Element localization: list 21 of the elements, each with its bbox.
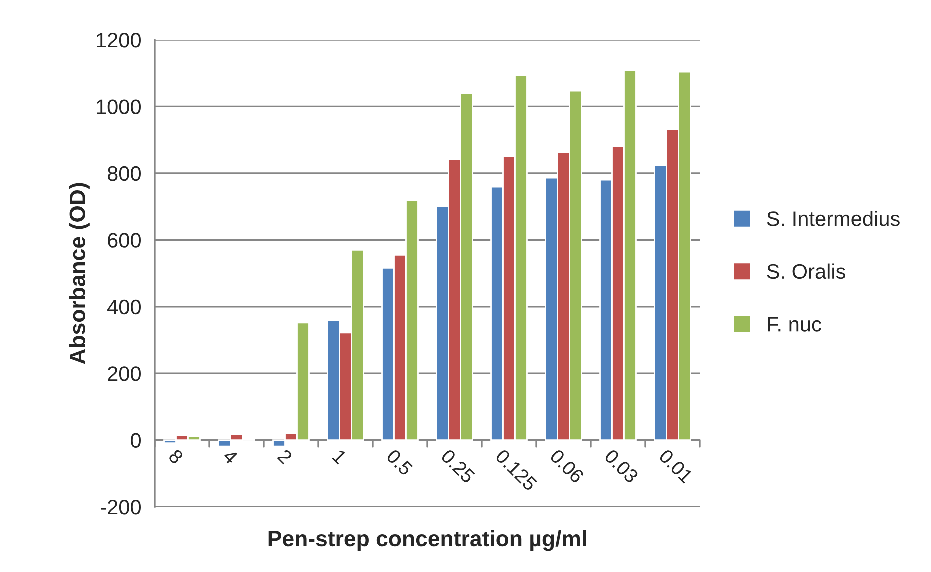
y-tick-label: 200 <box>108 366 141 382</box>
y-axis-title: Absorbance (OD) <box>69 183 90 364</box>
x-tick-label: 2 <box>277 448 294 465</box>
legend-label: F. nuc <box>768 317 822 332</box>
y-tick-label: 0 <box>131 433 141 448</box>
x-tick-label: 0.5 <box>386 448 414 476</box>
x-tick-label: 8 <box>168 448 184 465</box>
x-tick-label: 1 <box>332 449 348 465</box>
y-tick-label: 400 <box>108 300 141 315</box>
y-tick-label: 600 <box>108 233 141 248</box>
legend-label: S. Intermedius <box>767 211 900 226</box>
x-tick-label: 0.06 <box>549 448 585 484</box>
y-tick-label: 1000 <box>97 100 141 114</box>
x-tick-label: 0.03 <box>604 448 640 484</box>
x-tick-label: 0.25 <box>440 448 476 484</box>
x-axis-title: Pen-strep concentration µg/ml <box>268 530 586 552</box>
y-tick-label: 1200 <box>97 33 141 48</box>
legend-label: S. Oralis <box>767 264 846 280</box>
x-tick-label: 4 <box>222 448 239 465</box>
y-tick-label: 800 <box>108 166 141 182</box>
y-tick-label: -200 <box>101 500 141 515</box>
